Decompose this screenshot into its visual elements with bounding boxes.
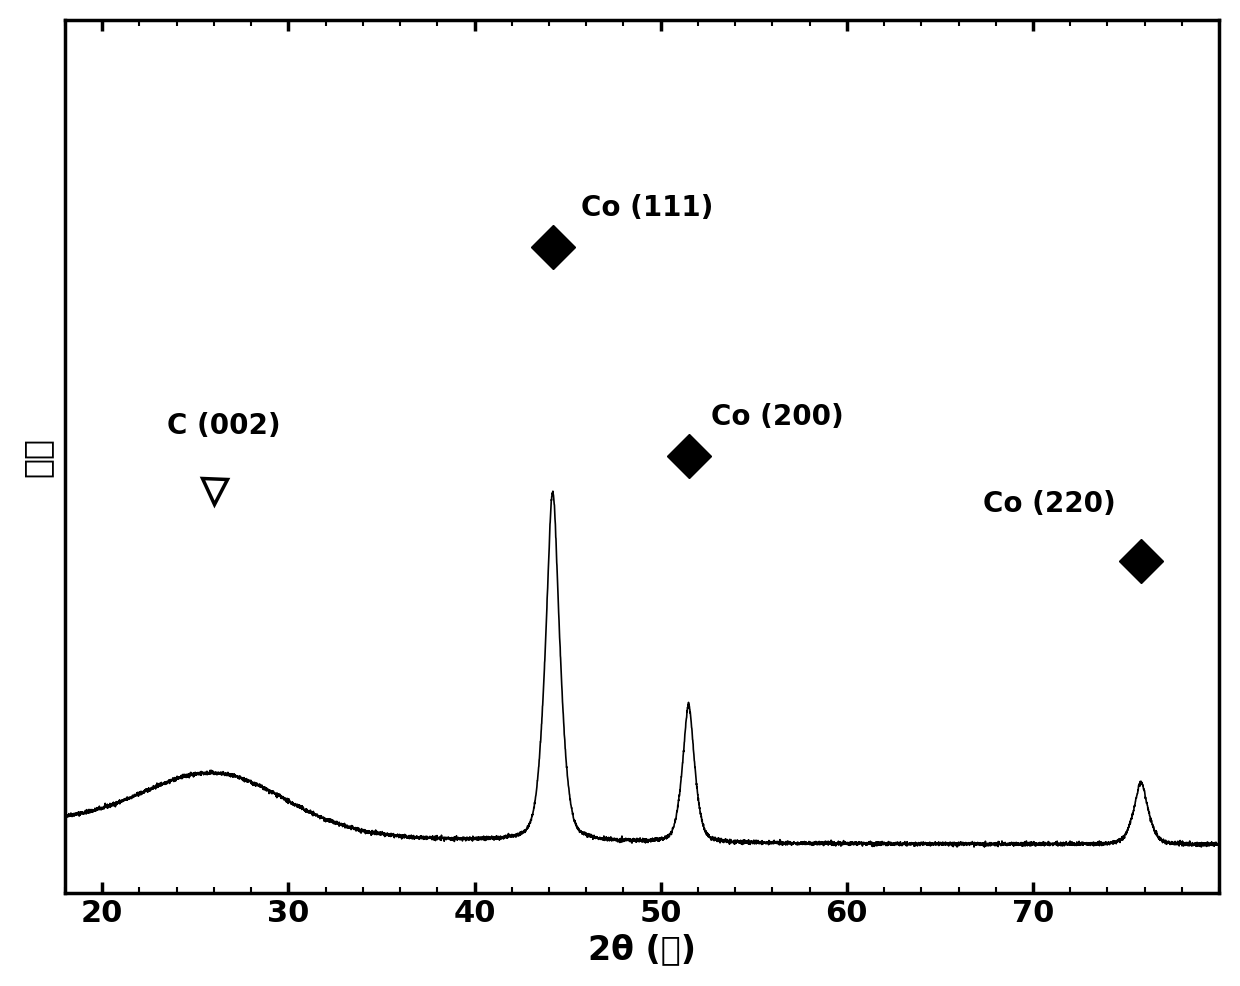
Text: Co (111): Co (111) [580, 193, 713, 222]
Y-axis label: 强度: 强度 [21, 437, 53, 477]
Text: Co (200): Co (200) [711, 402, 843, 431]
Text: Co (220): Co (220) [983, 490, 1116, 518]
Text: C (002): C (002) [167, 411, 281, 440]
X-axis label: 2θ (度): 2θ (度) [588, 932, 696, 965]
